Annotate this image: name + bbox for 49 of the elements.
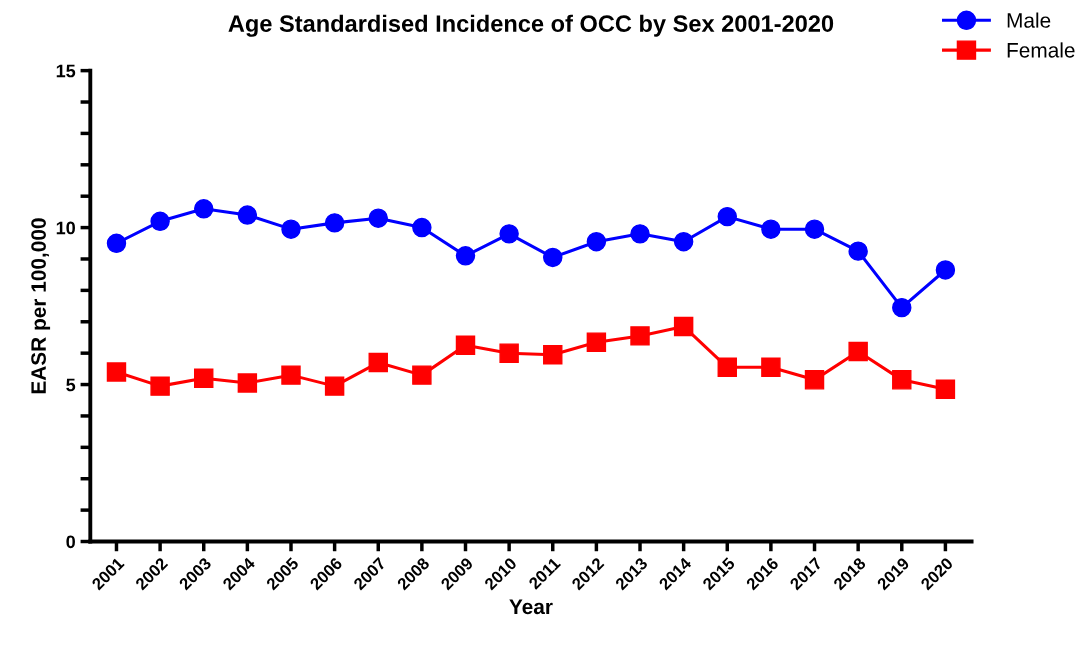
point [848,241,868,261]
point [848,341,868,362]
point [586,332,607,352]
legend-label: Male [1007,12,1051,28]
point [412,217,432,238]
point [150,376,170,396]
point [106,362,127,382]
point [717,357,737,378]
point [194,368,214,388]
y-tick-label: 5 [66,378,76,392]
point [586,231,607,252]
point [630,326,650,346]
point [150,211,170,232]
point [368,352,388,373]
point [237,373,258,393]
point [543,345,563,365]
point [804,219,825,239]
point [324,376,345,396]
point [455,246,476,266]
point [892,370,912,390]
y-tick-label: 10 [56,221,75,235]
x-axis-title: Year [509,599,553,615]
point [324,213,345,233]
y-tick-label: 15 [56,64,76,78]
point [673,316,694,337]
point [237,205,258,225]
point [630,224,650,244]
point [761,219,781,239]
point [935,260,956,280]
point [499,224,519,244]
point [106,233,127,254]
y-axis-title: EASR per 100,000 [31,218,51,394]
chart-title: Age Standardised Incidence of OCC by Sex 2001-2020 [228,14,834,37]
point [455,335,476,356]
point [543,247,563,268]
point [499,343,519,363]
legend-label: Female [1007,42,1075,58]
point [892,297,912,318]
point [935,379,956,399]
point [717,206,737,227]
y-tick-label: 0 [66,535,75,549]
point [412,365,432,385]
point [804,370,825,390]
point [281,365,301,385]
point [673,231,694,252]
point [194,199,214,219]
point [368,208,388,228]
point [761,357,781,378]
point [281,219,301,239]
